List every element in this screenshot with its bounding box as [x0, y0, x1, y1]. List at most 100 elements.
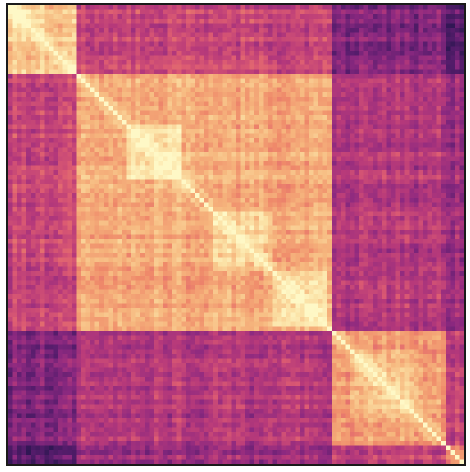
heatmap-cell — [290, 5, 296, 10]
heatmap-cell — [62, 78, 68, 84]
heatmap-cell — [158, 83, 164, 88]
heatmap-cell — [80, 73, 86, 79]
heatmap-cell — [172, 32, 177, 38]
heatmap-cell — [418, 174, 424, 180]
heatmap-cell — [67, 23, 72, 29]
heatmap-cell — [30, 115, 36, 120]
heatmap-cell — [122, 156, 127, 162]
heatmap-cell — [240, 211, 246, 217]
heatmap-cell — [336, 142, 341, 148]
heatmap-cell — [281, 27, 287, 33]
heatmap-cell — [377, 216, 383, 221]
heatmap-cell — [236, 151, 241, 157]
heatmap-cell — [254, 138, 259, 143]
heatmap-cell — [149, 83, 155, 88]
heatmap-cell — [413, 101, 419, 107]
heatmap-cell — [213, 142, 218, 148]
heatmap-cell — [322, 14, 328, 19]
heatmap-cell — [140, 206, 145, 212]
heatmap-cell — [21, 101, 27, 107]
heatmap-cell — [99, 105, 104, 111]
heatmap-cell — [249, 27, 255, 33]
heatmap-cell — [99, 225, 104, 231]
heatmap-cell — [422, 37, 428, 42]
heatmap-cell — [58, 83, 63, 88]
heatmap-cell — [144, 69, 150, 74]
heatmap-cell — [381, 101, 387, 107]
heatmap-cell — [194, 41, 200, 47]
heatmap-cell — [404, 147, 410, 152]
heatmap-cell — [427, 41, 433, 47]
heatmap-cell — [12, 229, 18, 235]
heatmap-cell — [272, 220, 278, 226]
heatmap-cell — [299, 211, 305, 217]
heatmap-cell — [413, 229, 419, 235]
heatmap-cell — [313, 216, 319, 221]
heatmap-cell — [85, 225, 91, 231]
heatmap-cell — [167, 225, 173, 231]
heatmap-cell — [372, 174, 378, 180]
heatmap-cell — [404, 225, 410, 231]
heatmap-cell — [372, 32, 378, 38]
heatmap-cell — [459, 138, 464, 143]
heatmap-cell — [413, 174, 419, 180]
heatmap-cell — [445, 124, 451, 130]
heatmap-cell — [263, 151, 269, 157]
heatmap-cell — [308, 115, 314, 120]
heatmap-cell — [190, 220, 196, 226]
heatmap-cell — [454, 179, 460, 185]
heatmap-cell — [90, 229, 95, 235]
heatmap-cell — [131, 115, 136, 120]
heatmap-cell — [308, 165, 314, 171]
heatmap-cell — [217, 211, 223, 217]
heatmap-cell — [445, 96, 451, 102]
heatmap-cell — [258, 124, 264, 130]
heatmap-cell — [286, 41, 291, 47]
heatmap-cell — [53, 229, 59, 235]
heatmap-cell — [308, 23, 314, 29]
heatmap-cell — [217, 128, 223, 134]
heatmap-cell — [103, 96, 109, 102]
heatmap-cell — [181, 83, 186, 88]
heatmap-cell — [126, 138, 132, 143]
heatmap-cell — [422, 202, 428, 208]
heatmap-cell — [108, 37, 113, 42]
heatmap-cell — [327, 64, 332, 70]
heatmap-cell — [445, 197, 451, 203]
heatmap-cell — [290, 55, 296, 61]
heatmap-cell — [62, 128, 68, 134]
heatmap-cell — [131, 151, 136, 157]
heatmap-cell — [49, 193, 54, 198]
heatmap-cell — [413, 206, 419, 212]
heatmap-cell — [313, 37, 319, 42]
heatmap-cell — [400, 92, 405, 97]
heatmap-cell — [249, 197, 255, 203]
heatmap-cell — [144, 55, 150, 61]
heatmap-cell — [231, 37, 237, 42]
heatmap-cell — [126, 64, 132, 70]
heatmap-cell — [263, 119, 269, 125]
heatmap-cell — [277, 147, 282, 152]
heatmap-cell — [245, 206, 250, 212]
heatmap-cell — [39, 156, 45, 162]
heatmap-cell — [26, 179, 31, 185]
heatmap-cell — [263, 41, 269, 47]
heatmap-cell — [267, 69, 273, 74]
heatmap-cell — [204, 41, 209, 47]
heatmap-cell — [290, 41, 296, 47]
heatmap-cell — [395, 161, 401, 166]
heatmap-cell — [354, 174, 360, 180]
heatmap-cell — [263, 5, 269, 10]
heatmap-cell — [204, 179, 209, 185]
heatmap-cell — [450, 41, 455, 47]
heatmap-cell — [194, 110, 200, 116]
heatmap-cell — [249, 151, 255, 157]
heatmap-cell — [144, 211, 150, 217]
heatmap-cell — [117, 87, 123, 93]
heatmap-cell — [372, 124, 378, 130]
heatmap-cell — [76, 202, 82, 208]
heatmap-cell — [441, 23, 446, 29]
heatmap-cell — [295, 161, 300, 166]
heatmap-cell — [76, 50, 82, 56]
heatmap-cell — [277, 188, 282, 194]
